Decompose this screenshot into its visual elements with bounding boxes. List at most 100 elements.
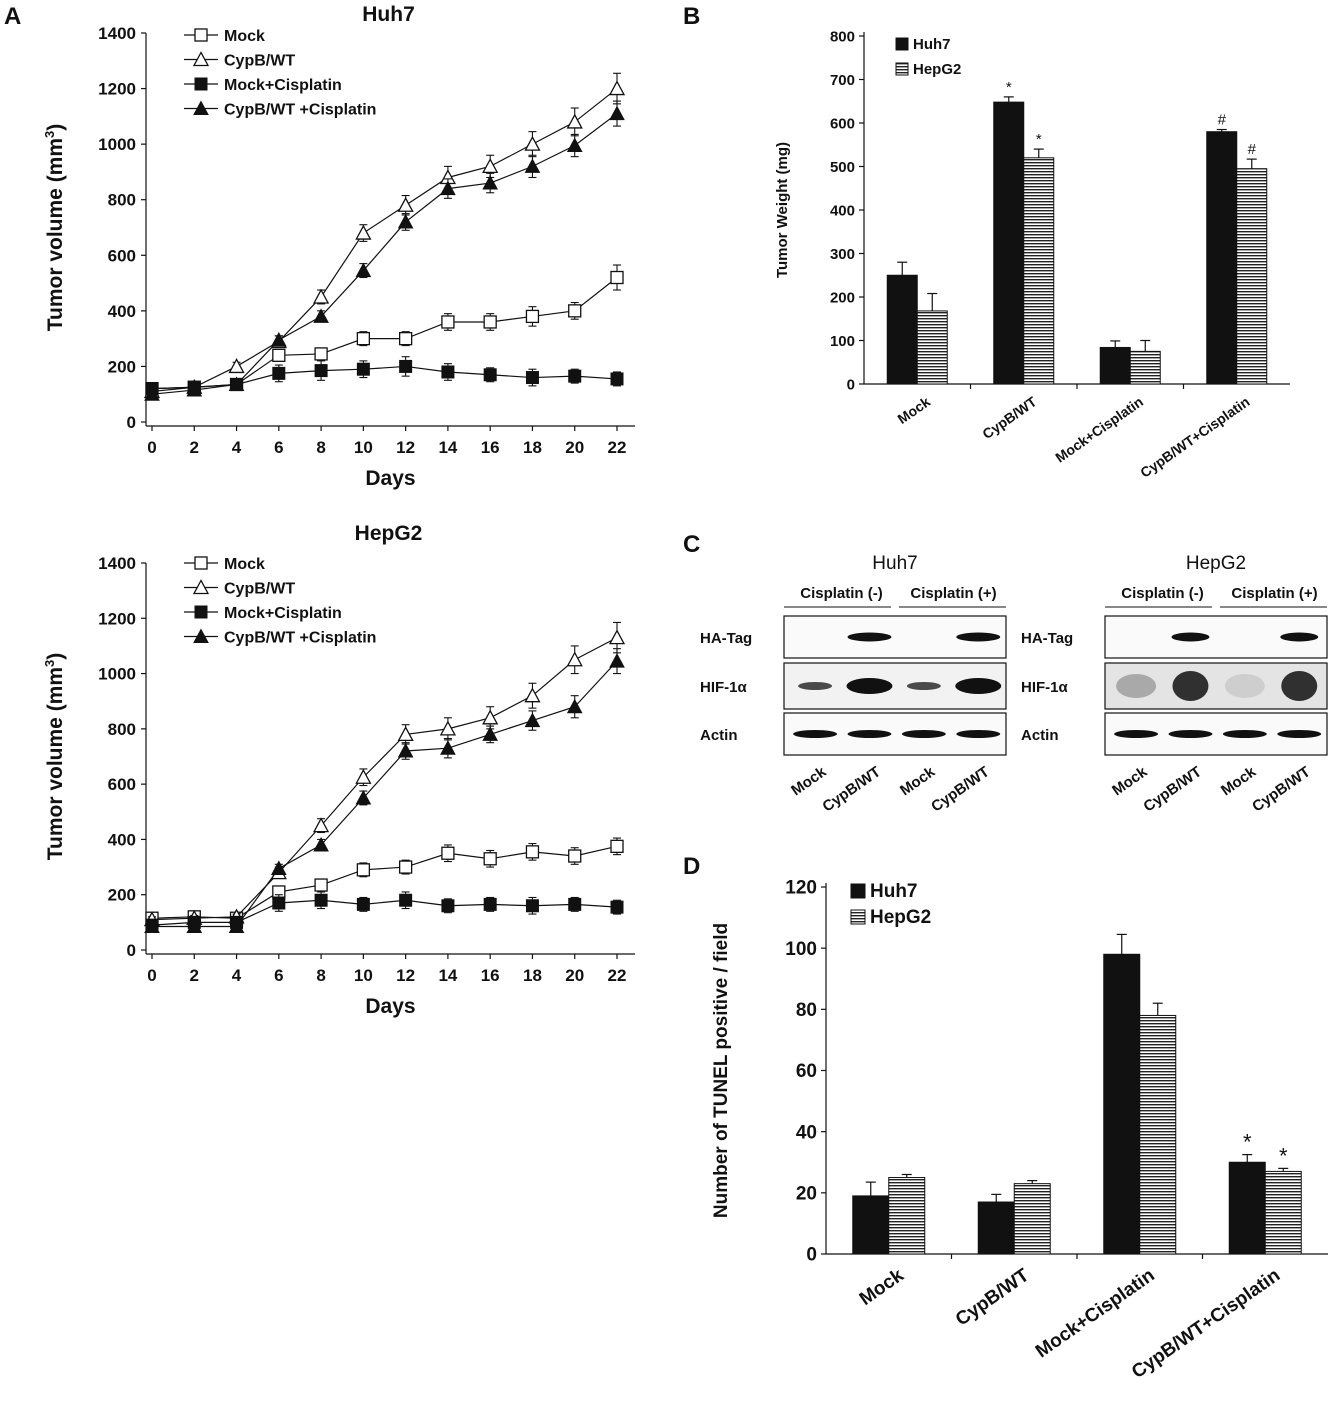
category-label: Mock+Cisplatin [1052, 393, 1146, 465]
y-tick-label: 0 [806, 1245, 817, 1266]
blot-band [847, 730, 892, 738]
series-line [151, 88, 618, 393]
lane-label: CypB/WT [819, 763, 883, 815]
significance-mark: * [1006, 79, 1012, 96]
legend-swatch [850, 883, 866, 899]
blot-row-label: HA-Tag [1021, 630, 1073, 647]
y-tick-label: 700 [830, 72, 855, 89]
panel-label-b: B [683, 3, 700, 30]
y-tick-label: 120 [785, 878, 817, 899]
y-tick-label: 400 [108, 830, 136, 849]
x-tick-label: 0 [147, 966, 156, 985]
data-point [568, 369, 582, 383]
bar-hepg2 [1013, 1183, 1051, 1255]
series-line [151, 365, 618, 390]
data-point [397, 726, 414, 742]
blot-band [901, 730, 946, 738]
data-point [314, 364, 328, 378]
lane-label: Mock [788, 763, 830, 799]
y-axis-label-sup: 3 [42, 131, 57, 138]
data-point [483, 315, 497, 329]
x-tick-label: 18 [523, 966, 542, 985]
blot-band [906, 682, 941, 690]
y-axis-label: Number of TUNEL positive / field [711, 923, 732, 1218]
bar-huh7 [1206, 131, 1238, 385]
x-axis-label: Days [365, 995, 415, 1018]
y-axis-label-text: Tumor volume (mm [44, 667, 67, 860]
data-point [524, 687, 541, 703]
legend-label: Mock+Cisplatin [224, 605, 342, 622]
bar-huh7 [1099, 346, 1131, 385]
western-blot-huh7: Huh7 Cisplatin (-) Cisplatin (+) HA-Tag HIF-… [700, 553, 1007, 816]
data-point [610, 270, 624, 285]
condition-label: Cisplatin (+) [1231, 585, 1317, 602]
bar-huh7 [977, 1201, 1015, 1255]
bar-hepg2 [1236, 168, 1268, 385]
series-line [151, 637, 618, 921]
blot-band [798, 682, 833, 690]
bar-huh7 [993, 101, 1025, 385]
blot-band [793, 730, 838, 738]
blot-band [956, 730, 1001, 738]
data-point [482, 174, 499, 190]
y-tick-label: 0 [127, 413, 136, 432]
data-point [270, 331, 287, 347]
data-point [525, 845, 540, 859]
blot-band [1114, 730, 1159, 738]
data-point [482, 709, 499, 725]
data-point [355, 789, 372, 805]
chart-title: HepG2 [355, 522, 423, 545]
data-point [566, 698, 583, 714]
legend-label: Huh7 [913, 36, 951, 53]
legend-entry: Mock+Cisplatin [184, 77, 342, 94]
condition-label: Cisplatin (-) [1121, 585, 1204, 602]
y-tick-label: 500 [830, 159, 855, 176]
data-point [355, 768, 372, 784]
data-point [524, 135, 541, 151]
legend-marker [194, 605, 208, 619]
legend-label: CypB/WT +Cisplatin [224, 102, 376, 119]
legend-marker [192, 51, 210, 67]
data-point [610, 900, 624, 914]
bar-huh7 [1228, 1161, 1266, 1255]
data-point [355, 262, 372, 278]
legend-marker [194, 28, 208, 42]
x-tick-label: 12 [396, 438, 415, 457]
y-tick-label: 1000 [98, 665, 136, 684]
x-tick-label: 8 [316, 966, 325, 985]
x-tick-label: 22 [608, 438, 627, 457]
x-tick-label: 16 [481, 966, 500, 985]
x-tick-label: 12 [396, 966, 415, 985]
x-tick-label: 16 [481, 438, 500, 457]
bar-huh7 [886, 274, 918, 385]
series-mock [145, 837, 624, 925]
y-axis-label-text: Tumor volume (mm [44, 138, 67, 331]
legend-label: CypB/WT +Cisplatin [224, 630, 376, 647]
data-point [314, 347, 328, 361]
data-point [272, 348, 286, 362]
x-tick-label: 6 [274, 966, 283, 985]
data-point [441, 365, 455, 379]
blot-band [1168, 730, 1213, 738]
y-axis-label-sup: 3 [42, 660, 57, 667]
data-point [397, 196, 414, 212]
data-point [483, 897, 497, 911]
lane-label: CypB/WT [1140, 763, 1204, 815]
x-tick-label: 14 [438, 966, 457, 985]
panel-label-c: C [683, 531, 700, 558]
significance-mark: * [1279, 1143, 1288, 1168]
data-point [356, 331, 371, 346]
y-axis-label-close: ) [44, 124, 67, 131]
y-tick-label: 1400 [98, 554, 136, 573]
legend-label: HepG2 [913, 61, 961, 78]
legend-entry: CypB/WT +Cisplatin [184, 100, 376, 119]
legend-label: Mock [224, 556, 265, 573]
y-tick-label: 100 [785, 939, 817, 960]
data-point [314, 893, 328, 907]
bar-hepg2 [1264, 1170, 1302, 1255]
data-point [399, 893, 413, 907]
data-point [608, 629, 626, 645]
data-point [440, 740, 456, 755]
legend-entry: CypB/WT [184, 51, 295, 70]
significance-mark: # [1218, 112, 1227, 129]
